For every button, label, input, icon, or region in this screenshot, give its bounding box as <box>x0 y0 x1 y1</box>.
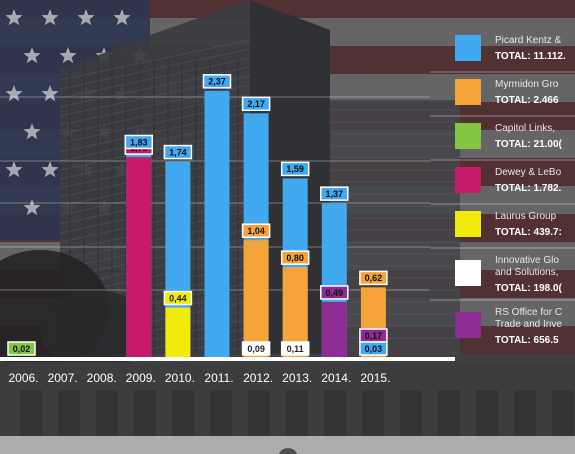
x-tick-label: 2006. <box>8 371 38 385</box>
bar-magenta <box>126 157 152 357</box>
building-window-line <box>59 48 251 90</box>
building-window-line <box>59 57 251 99</box>
value-badge <box>163 290 193 306</box>
building-side <box>250 0 330 354</box>
legend-swatch-white <box>455 260 481 286</box>
value-badge <box>241 96 271 112</box>
x-tick-label: 2009. <box>126 371 156 385</box>
value-badge <box>124 134 154 150</box>
legend-total: TOTAL: 1.782. <box>495 183 562 194</box>
flag-star-icon <box>5 9 23 26</box>
x-tick-label: 2011. <box>204 371 233 385</box>
legend-total: TOTAL: 439.7: <box>495 227 562 238</box>
data-label: 0,09 <box>247 344 265 354</box>
footer-dot <box>278 448 298 454</box>
data-label: 0,02 <box>13 344 31 354</box>
x-tick-label: 2013. <box>282 371 312 385</box>
x-tick-label: 2012. <box>243 371 273 385</box>
value-badge <box>280 341 310 356</box>
legend-label: Dewey & LeBo <box>495 167 562 178</box>
legend-label: and Solutions, <box>495 267 558 278</box>
data-label: 0,62 <box>365 273 383 283</box>
legend-label: Myrmidon Gro <box>495 79 559 90</box>
legend-label: Innovative Glo <box>495 255 559 266</box>
footer-strip <box>0 436 575 454</box>
value-badge <box>359 341 388 356</box>
flag-star-icon <box>5 161 23 178</box>
legend-swatch-purple <box>455 312 481 338</box>
bar-orange <box>243 240 269 357</box>
data-label: 0,49 <box>326 288 344 298</box>
value-badge <box>280 250 310 265</box>
legend-label: Picard Kentz & <box>495 35 561 46</box>
flag-star-icon <box>5 85 23 102</box>
value-badge <box>320 285 349 300</box>
bar-purple <box>321 301 347 357</box>
value-badge <box>163 144 193 160</box>
value-badge <box>7 341 36 356</box>
legend-label: Laurus Group <box>495 211 557 222</box>
legend-total: TOTAL: 11.112. <box>495 51 566 62</box>
legend-swatch-orange <box>455 79 481 105</box>
value-badge <box>241 223 271 238</box>
x-tick-label: 2014. <box>321 371 351 385</box>
flag-star-icon <box>59 47 77 64</box>
x-tick-label: 2010. <box>165 371 195 385</box>
data-label: 1,83 <box>130 137 148 147</box>
tree-shape <box>40 290 150 370</box>
legend-total: TOTAL: 198.0( <box>495 283 563 294</box>
legend-swatch-magenta <box>455 167 481 193</box>
flag-star-icon <box>77 9 95 26</box>
data-label: 0,03 <box>365 344 383 354</box>
value-badge <box>241 341 271 356</box>
data-label: 1,37 <box>326 189 344 199</box>
legend-total: TOTAL: 656.5 <box>495 335 559 346</box>
flag-star-icon <box>23 199 41 216</box>
legend-swatch-blue <box>455 35 481 61</box>
flag-star-icon <box>41 9 59 26</box>
building-window-line <box>59 66 251 108</box>
legend-swatch-green <box>455 123 481 149</box>
legend-label: Trade and Inve <box>495 319 562 330</box>
legend-label: RS Office for C <box>495 307 562 318</box>
legend-label: Capitol Links, <box>495 123 555 134</box>
flag-star-icon <box>23 123 41 140</box>
data-label: 0,11 <box>287 344 304 354</box>
value-badge <box>320 186 349 201</box>
data-label: 0,80 <box>286 253 304 263</box>
flag-star-icon <box>41 85 59 102</box>
value-badge <box>202 74 232 89</box>
chart-baseline <box>0 357 455 361</box>
data-label: 2,17 <box>247 99 265 109</box>
building-right <box>330 100 460 354</box>
data-label: 0,44 <box>169 293 187 303</box>
data-label: 1,59 <box>286 164 304 174</box>
legend-total: TOTAL: 2.466 <box>495 95 559 106</box>
data-label: 0,17 <box>365 331 383 341</box>
building-window-line <box>59 39 251 81</box>
x-tick-label: 2008. <box>87 371 117 385</box>
data-label: 1,04 <box>247 226 265 236</box>
value-badge <box>359 270 388 286</box>
value-badge <box>280 161 310 177</box>
bar-yellow <box>165 307 191 357</box>
legend-total: TOTAL: 21.00( <box>495 139 563 150</box>
data-label: 2,37 <box>208 77 226 87</box>
x-tick-label: 2015. <box>360 371 390 385</box>
data-label: 1,74 <box>169 147 187 157</box>
bar-blue <box>204 90 230 357</box>
flag-star-icon <box>113 9 131 26</box>
x-tick-label: 2007. <box>48 371 78 385</box>
flag-star-icon <box>41 161 59 178</box>
legend-swatch-yellow <box>455 211 481 237</box>
flag-star-icon <box>23 47 41 64</box>
